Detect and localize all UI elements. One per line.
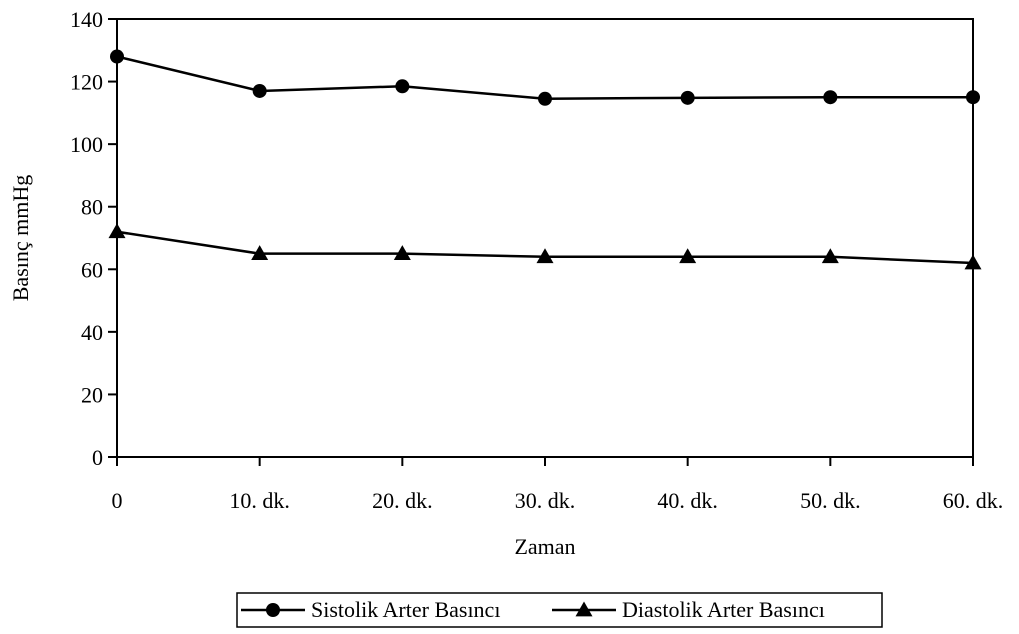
data-point-circle <box>110 49 124 64</box>
data-point-circle <box>966 90 980 105</box>
x-tick-label: 20. dk. <box>372 488 433 513</box>
data-point-circle <box>823 90 838 105</box>
data-point-circle <box>395 79 410 94</box>
data-point-triangle <box>821 248 839 264</box>
y-tick-label: 100 <box>70 132 103 157</box>
plot-area-frame <box>116 18 974 458</box>
x-tick-label: 60. dk. <box>943 488 1004 513</box>
y-tick-label: 80 <box>81 195 103 220</box>
x-tick-label: 40. dk. <box>657 488 718 513</box>
data-point-triangle <box>964 254 982 270</box>
legend-label: Sistolik Arter Basıncı <box>311 597 500 622</box>
legend-swatch-marker <box>575 601 593 617</box>
data-point-circle <box>252 83 267 98</box>
y-tick-label: 0 <box>92 445 103 470</box>
x-tick-label: 0 <box>112 488 123 513</box>
series-1 <box>110 49 980 106</box>
data-point-triangle <box>536 248 554 264</box>
y-tick-label: 60 <box>81 257 103 282</box>
x-tick-label: 30. dk. <box>515 488 576 513</box>
y-axis-title: Basınç mmHg <box>8 175 33 302</box>
legend-label: Diastolik Arter Basıncı <box>622 597 825 622</box>
y-tick-label: 140 <box>70 7 103 32</box>
series-layer <box>108 49 982 270</box>
legend-swatch-marker <box>266 603 280 617</box>
x-tick-label: 10. dk. <box>229 488 290 513</box>
data-point-triangle <box>393 245 411 261</box>
x-axis: 0 10. dk. 20. dk. 30. dk. 40. dk. 50. dk. 60. … <box>112 457 1004 513</box>
x-tick-label: 50. dk. <box>800 488 861 513</box>
data-point-circle <box>538 91 552 106</box>
data-point-triangle <box>251 245 269 261</box>
x-axis-title: Zaman <box>514 534 575 559</box>
legend: Sistolik Arter Basıncı Diastolik Arter Ba… <box>236 592 883 628</box>
y-tick-label: 20 <box>81 382 103 407</box>
y-axis: 0 20 40 60 80 100 120 140 <box>70 7 117 470</box>
data-point-circle <box>680 90 695 105</box>
y-tick-label: 40 <box>81 320 103 345</box>
y-tick-label: 120 <box>70 70 103 95</box>
series-2 <box>108 223 982 270</box>
data-point-triangle <box>679 248 697 264</box>
data-point-triangle <box>108 223 126 239</box>
